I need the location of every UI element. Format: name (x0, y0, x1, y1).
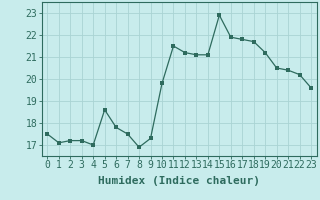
X-axis label: Humidex (Indice chaleur): Humidex (Indice chaleur) (98, 176, 260, 186)
